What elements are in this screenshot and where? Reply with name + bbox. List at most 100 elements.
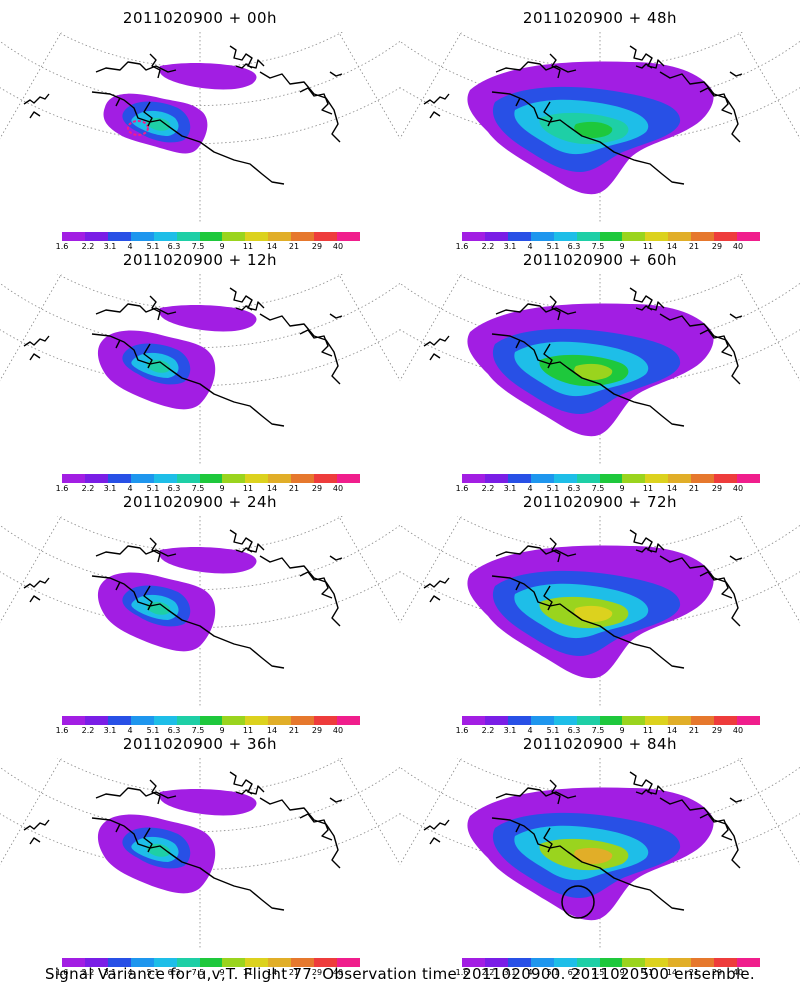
colorbar-label: 40 [732,484,744,493]
map-panel: 2011020900 + 00h 1.6 2.2 3.1 4 5.1 6.3 7.5 9 11 14… [0,8,400,253]
map [400,32,800,222]
colorbar-label: 9 [619,968,625,977]
colorbar-label: 14 [266,726,278,735]
colorbar [62,716,360,725]
colorbar-label: 21 [688,484,700,493]
colorbar-labels: 1.6 2.2 3.1 4 5.1 6.3 7.5 9 11 14 21 29 40 [52,242,370,252]
colorbar-label: 2.2 [481,484,495,493]
colorbar-label: 1.6 [455,484,469,493]
colorbar [62,474,360,483]
colorbar-swatch [645,232,669,241]
colorbar-label: 3.1 [103,242,117,251]
colorbar-swatch [176,474,200,483]
colorbar-swatch [62,232,85,241]
colorbar-label: 2.2 [481,968,495,977]
colorbar-label: 1.6 [55,242,69,251]
colorbar-swatch [645,716,669,725]
colorbar-label: 2.2 [81,968,95,977]
map-panel: 2011020900 + 72h 1.6 2.2 3.1 4 5.1 6.3 7.5 9 11 14… [400,492,800,737]
colorbar-label: 7.5 [591,484,605,493]
colorbar-swatch [199,232,223,241]
colorbar-swatch [222,716,246,725]
colorbar-label: 11 [642,968,654,977]
colorbar-swatch [84,232,108,241]
colorbar-label: 40 [332,242,344,251]
colorbar-label: 5.1 [146,726,160,735]
colorbar-swatch [222,474,246,483]
colorbar-label: 5.1 [546,726,560,735]
colorbar-swatch [245,716,269,725]
colorbar-swatch [199,716,223,725]
colorbar-swatch [645,958,669,967]
colorbar-label: 2.2 [481,726,495,735]
colorbar-label: 29 [711,484,723,493]
colorbar-label: 14 [266,242,278,251]
colorbar-swatch [291,232,315,241]
colorbar-swatch [714,232,738,241]
colorbar-label: 2.2 [81,726,95,735]
colorbar [462,958,760,967]
colorbar-label: 29 [711,726,723,735]
colorbar-swatch [337,474,360,483]
colorbar [62,958,360,967]
colorbar-label: 6.3 [567,484,581,493]
colorbar [462,232,760,241]
colorbar-label: 2.2 [481,242,495,251]
panel-title: 2011020900 + 00h [122,9,278,27]
colorbar-label: 7.5 [191,484,205,493]
map-panel: 2011020900 + 60h 1.6 2.2 3.1 4 5.1 6.3 7.5 9 11 14… [400,250,800,495]
colorbar-swatch [130,474,154,483]
figure-caption: Signal Variance for u,v,T. Flight 77. Ob… [44,965,756,983]
colorbar-swatch [62,716,85,725]
colorbar-label: 5.1 [146,484,160,493]
colorbar-swatch [153,958,177,967]
map [0,274,400,464]
coastline [23,45,343,185]
colorbar-swatch [462,958,485,967]
colorbar-swatch [553,716,577,725]
colorbar-swatch [268,958,292,967]
colorbar-label: 6.3 [567,726,581,735]
colorbar-swatch [530,716,554,725]
colorbar-label: 2.2 [81,242,95,251]
coastline [423,287,743,427]
colorbar-swatch [737,958,760,967]
colorbar-swatch [107,958,131,967]
colorbar-swatch [176,958,200,967]
colorbar-label: 1.6 [55,968,69,977]
variance-field [467,787,714,921]
colorbar [62,232,360,241]
colorbar-label: 1.6 [455,242,469,251]
colorbar-swatch [622,716,646,725]
colorbar-swatch [176,232,200,241]
colorbar-labels: 1.6 2.2 3.1 4 5.1 6.3 7.5 9 11 14 21 29 40 [452,726,770,736]
colorbar-label: 9 [619,726,625,735]
colorbar-label: 3.1 [503,484,517,493]
coastline [23,771,343,911]
colorbar-swatch [107,716,131,725]
colorbar-label: 21 [288,726,300,735]
colorbar-label: 7.5 [591,242,605,251]
panel-title: 2011020900 + 72h [522,493,678,511]
colorbar-swatch [176,716,200,725]
colorbar-swatch [62,474,85,483]
colorbar-swatch [507,474,531,483]
map-panel: 2011020900 + 48h 1.6 2.2 3.1 4 5.1 6.3 7.5 9 11 14… [400,8,800,253]
colorbar-label: 40 [332,968,344,977]
colorbar-label: 4 [527,726,533,735]
colorbar-label: 4 [127,968,133,977]
colorbar-label: 3.1 [103,726,117,735]
colorbar-swatch [622,232,646,241]
colorbar-swatch [576,232,600,241]
colorbar-swatch [291,474,315,483]
colorbar-swatch [599,232,623,241]
colorbar-label: 1.6 [455,726,469,735]
colorbar-label: 3.1 [103,484,117,493]
panel-title: 2011020900 + 48h [522,9,678,27]
colorbar-swatch [484,232,508,241]
colorbar-swatch [714,474,738,483]
colorbar-label: 21 [688,968,700,977]
colorbar-swatch [484,716,508,725]
colorbar-label: 11 [242,968,254,977]
panel-title: 2011020900 + 60h [522,251,678,269]
